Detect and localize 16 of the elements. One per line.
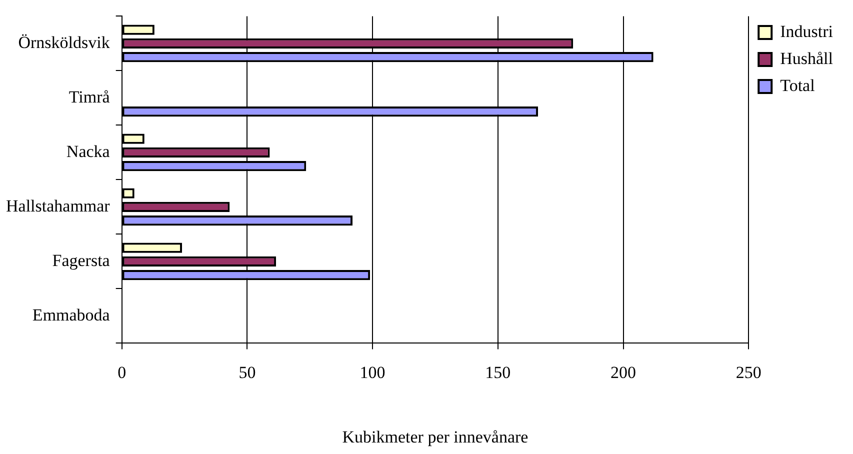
x-axis-title: Kubikmeter per innevånare — [342, 427, 528, 446]
x-tick-label: 100 — [360, 362, 386, 382]
legend-label: Industri — [780, 22, 834, 41]
legend-label: Hushåll — [780, 48, 834, 68]
x-tick-label: 150 — [485, 362, 511, 382]
y-tick-label: Emmaboda — [32, 305, 110, 324]
x-tick-label: 250 — [736, 362, 762, 382]
y-tick-label: Örnsköldsvik — [18, 32, 110, 52]
y-tick-label: Hallstahammar — [6, 196, 110, 216]
y-tick-label: Fagersta — [52, 250, 110, 270]
x-tick-label: 200 — [610, 362, 636, 382]
y-tick-label: Nacka — [66, 142, 110, 161]
y-tick-label: Timrå — [68, 87, 110, 106]
x-tick-label: 50 — [238, 362, 256, 382]
legend-label: Total — [780, 76, 816, 95]
x-tick-label: 0 — [118, 362, 126, 382]
